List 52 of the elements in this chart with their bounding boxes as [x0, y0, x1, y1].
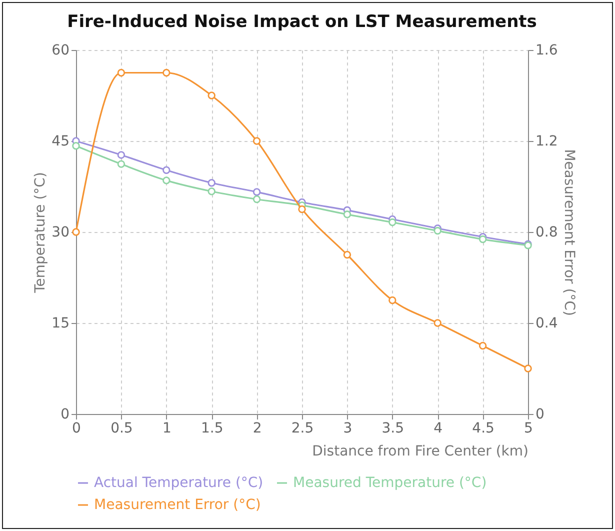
x-tick-label: 3 — [343, 420, 352, 436]
point — [343, 210, 352, 218]
point — [252, 195, 261, 204]
x-tick-label: 5 — [524, 420, 533, 436]
y-tick-label: 60 — [52, 42, 70, 58]
x-tick-label: 4.5 — [472, 420, 494, 436]
y2-tick-label: 0 — [536, 406, 544, 422]
point — [478, 235, 487, 244]
y2-tick-label: 1.6 — [536, 42, 558, 58]
y-tick-label: 15 — [52, 316, 70, 332]
point — [162, 68, 170, 77]
point — [208, 188, 216, 196]
point — [72, 228, 80, 236]
point — [478, 342, 487, 350]
chart-title: Fire-Induced Noise Impact on LST Measurements — [67, 12, 537, 32]
x-tick-label: 0.5 — [110, 420, 133, 436]
y2-tick-label: 0.8 — [536, 224, 558, 240]
point — [524, 364, 532, 372]
point — [388, 296, 396, 304]
point — [208, 179, 216, 187]
point — [298, 205, 306, 214]
legend-label: Actual Temperature (°C) — [94, 475, 264, 491]
legend-label: Measurement Error (°C) — [94, 497, 261, 513]
point — [343, 250, 352, 259]
point — [117, 68, 126, 77]
point — [117, 151, 126, 159]
point — [117, 160, 126, 168]
point — [162, 176, 170, 184]
point — [434, 319, 442, 327]
y2-axis-title: Measurement Error (°C) — [560, 149, 577, 316]
point — [162, 166, 170, 174]
point — [252, 137, 261, 145]
x-tick-label: 0 — [72, 420, 81, 436]
x-tick-label: 2 — [252, 420, 262, 436]
y2-tick-label: 0.4 — [536, 316, 558, 332]
legend-label: Measured Temperature (°C) — [293, 475, 487, 491]
y2-tick-label: 1.2 — [536, 134, 558, 150]
point — [434, 226, 442, 235]
point — [208, 92, 216, 100]
y-tick-label: 30 — [52, 224, 70, 240]
point — [388, 218, 396, 226]
x-tick-label: 2.5 — [291, 420, 314, 436]
x-tick-label: 4 — [434, 420, 443, 436]
x-axis-title: Distance from Fire Center (km) — [312, 444, 528, 460]
x-tick-label: 1.5 — [200, 420, 224, 436]
point — [252, 188, 261, 196]
x-tick-label: 1 — [162, 420, 172, 436]
y-tick-label: 0 — [60, 406, 70, 422]
y-tick-label: 45 — [52, 134, 70, 150]
x-tick-label: 3.5 — [382, 420, 404, 436]
point — [72, 142, 80, 150]
y-axis-title: Temperature (°C) — [32, 172, 49, 294]
